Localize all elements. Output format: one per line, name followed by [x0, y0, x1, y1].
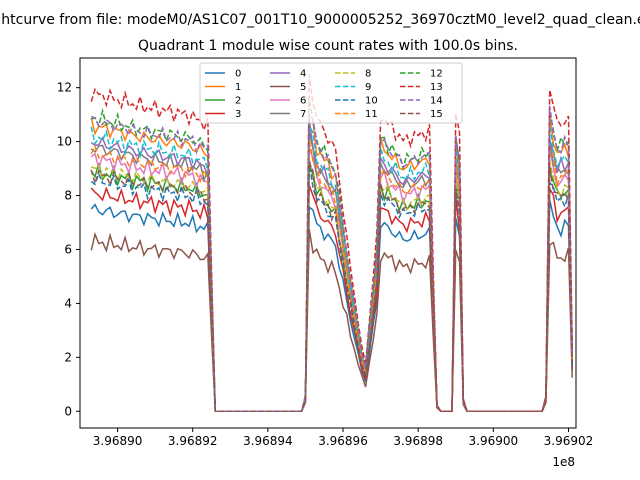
x-tick-label: 3.96892 [168, 434, 218, 448]
y-tick-label: 2 [64, 350, 72, 364]
legend-label: 8 [365, 69, 371, 80]
series-line-0 [90, 199, 573, 413]
y-tick-label: 0 [64, 404, 72, 418]
y-tick-label: 12 [57, 81, 72, 95]
x-tick-label: 3.96894 [243, 434, 293, 448]
series-line-7 [90, 131, 573, 413]
y-tick-label: 8 [64, 189, 72, 203]
legend-label: 15 [430, 109, 443, 120]
series-line-14 [90, 105, 573, 413]
y-axis: 0 2 4 6 8 10 12 [57, 81, 80, 418]
chart-suptitle: Lightcurve from file: modeM0/AS1C07_001T… [0, 12, 640, 28]
legend-label: 5 [300, 82, 306, 93]
x-tick-label: 3.96898 [393, 434, 443, 448]
plot-lines [90, 74, 573, 413]
y-tick-label: 4 [64, 296, 72, 310]
x-offset-label: 1e8 [552, 455, 575, 469]
plot-frame [79, 57, 577, 429]
series-line-13 [90, 74, 573, 413]
legend-box [199, 62, 463, 124]
legend-label: 9 [365, 82, 371, 93]
series-line-5 [90, 229, 573, 413]
legend-label: 0 [235, 69, 241, 80]
y-tick-label: 6 [64, 242, 72, 256]
legend-label: 11 [365, 109, 378, 120]
x-tick-label: 3.96902 [544, 434, 594, 448]
chart-title: Quadrant 1 module wise count rates with … [138, 38, 518, 54]
legend-label: 7 [300, 109, 306, 120]
x-tick-label: 3.96896 [318, 434, 368, 448]
x-axis: 3.96890 3.96892 3.96894 3.96896 3.96898 3.969… [93, 428, 594, 448]
legend-label: 3 [235, 109, 241, 120]
legend-label: 6 [300, 96, 306, 107]
legend-label: 10 [365, 96, 378, 107]
legend-label: 13 [430, 82, 443, 93]
legend-label: 2 [235, 96, 241, 107]
series-line-15 [90, 162, 573, 413]
x-tick-label: 3.96890 [93, 434, 143, 448]
y-tick-label: 10 [57, 135, 72, 149]
x-tick-label: 3.96900 [469, 434, 519, 448]
legend-label: 1 [235, 82, 241, 93]
legend-label: 14 [430, 96, 443, 107]
legend-label: 4 [300, 69, 306, 80]
legend-label: 12 [430, 69, 443, 80]
series-line-10 [90, 162, 573, 413]
